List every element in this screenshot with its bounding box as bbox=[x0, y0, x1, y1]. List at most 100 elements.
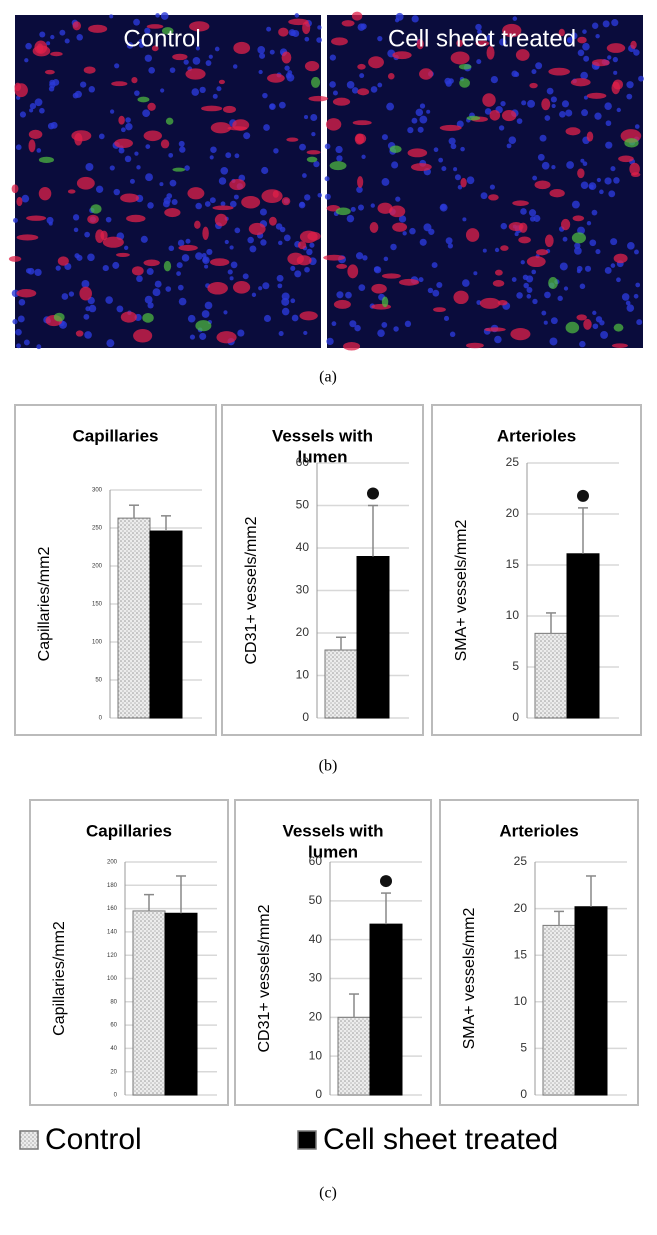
nucleus bbox=[611, 19, 619, 27]
nucleus bbox=[473, 271, 478, 276]
nucleus bbox=[484, 108, 492, 115]
nucleus bbox=[433, 147, 439, 153]
nucleus bbox=[13, 217, 18, 223]
stain bbox=[11, 184, 19, 194]
nucleus bbox=[610, 166, 616, 172]
stain bbox=[541, 98, 551, 111]
stain bbox=[88, 24, 108, 33]
nucleus bbox=[324, 143, 331, 150]
stain bbox=[333, 299, 351, 309]
stain bbox=[16, 289, 37, 298]
nucleus bbox=[233, 194, 239, 200]
nucleus bbox=[21, 194, 30, 203]
stain bbox=[116, 252, 130, 257]
y-tick-label: 300 bbox=[92, 488, 103, 494]
y-tick-label: 0 bbox=[315, 1087, 322, 1101]
y-tick-label: 15 bbox=[506, 557, 520, 571]
nucleus bbox=[262, 282, 270, 290]
y-tick-label: 60 bbox=[110, 1023, 117, 1029]
nucleus bbox=[84, 231, 90, 238]
stain bbox=[392, 51, 412, 60]
nucleus bbox=[144, 27, 151, 34]
nucleus bbox=[136, 275, 143, 283]
nucleus bbox=[88, 86, 96, 93]
nucleus bbox=[218, 177, 227, 185]
chart-title: Capillaries bbox=[73, 426, 159, 445]
nucleus bbox=[407, 127, 414, 134]
nucleus bbox=[46, 41, 51, 46]
nucleus bbox=[284, 65, 290, 71]
nucleus bbox=[374, 266, 382, 274]
nucleus bbox=[346, 81, 355, 89]
nucleus bbox=[25, 268, 32, 274]
nucleus bbox=[447, 243, 453, 249]
stain bbox=[500, 245, 509, 251]
stain bbox=[571, 232, 586, 244]
stain bbox=[352, 120, 372, 126]
nucleus bbox=[120, 127, 126, 133]
nucleus bbox=[520, 208, 527, 215]
nucleus bbox=[634, 124, 640, 129]
y-tick-label: 20 bbox=[309, 1010, 323, 1024]
panel-label: (c) bbox=[319, 1185, 337, 1202]
nucleus bbox=[73, 227, 79, 233]
stain bbox=[187, 187, 205, 200]
nucleus bbox=[514, 232, 519, 237]
nucleus bbox=[535, 62, 543, 70]
stain bbox=[53, 312, 65, 322]
nucleus bbox=[537, 153, 545, 161]
stain bbox=[570, 78, 591, 87]
nucleus bbox=[249, 245, 257, 253]
nucleus bbox=[415, 108, 424, 117]
nucleus bbox=[230, 261, 238, 269]
stain bbox=[160, 139, 170, 149]
bar bbox=[132, 910, 166, 1096]
stain bbox=[466, 115, 481, 121]
nucleus bbox=[133, 18, 140, 26]
nucleus bbox=[55, 265, 61, 271]
nucleus bbox=[532, 175, 538, 181]
nucleus bbox=[144, 295, 153, 304]
nucleus bbox=[15, 328, 22, 336]
nucleus bbox=[285, 72, 292, 79]
stain bbox=[549, 188, 565, 198]
nucleus bbox=[160, 12, 169, 20]
y-axis-label: Capillaries/mm2 bbox=[36, 547, 53, 662]
nucleus bbox=[160, 88, 165, 93]
significance-marker bbox=[577, 489, 589, 502]
nucleus bbox=[166, 193, 173, 199]
nucleus bbox=[281, 292, 290, 301]
nucleus bbox=[292, 29, 300, 37]
nucleus bbox=[551, 103, 556, 109]
nucleus bbox=[278, 240, 283, 246]
nucleus bbox=[317, 192, 322, 198]
nucleus bbox=[169, 179, 177, 187]
stain bbox=[371, 303, 392, 310]
nucleus bbox=[358, 284, 366, 292]
stain bbox=[241, 195, 261, 209]
nucleus bbox=[541, 161, 550, 170]
nucleus bbox=[443, 315, 450, 321]
stain bbox=[306, 156, 318, 163]
nucleus bbox=[626, 81, 634, 89]
stain bbox=[79, 286, 92, 301]
y-tick-label: 0 bbox=[512, 710, 519, 724]
nucleus bbox=[439, 203, 448, 212]
nucleus bbox=[393, 326, 399, 332]
nucleus bbox=[263, 314, 272, 322]
stain bbox=[433, 307, 446, 313]
stain bbox=[529, 82, 538, 89]
nucleus bbox=[595, 316, 603, 323]
bar bbox=[117, 517, 151, 719]
stain bbox=[311, 76, 321, 88]
nucleus bbox=[621, 293, 630, 301]
stain bbox=[548, 67, 570, 76]
nucleus bbox=[605, 120, 612, 127]
nucleus bbox=[303, 330, 308, 336]
nucleus bbox=[448, 137, 456, 145]
nucleus bbox=[124, 155, 132, 163]
nucleus bbox=[237, 329, 245, 337]
stain bbox=[151, 45, 159, 52]
nucleus bbox=[277, 283, 283, 289]
nucleus bbox=[209, 155, 214, 160]
